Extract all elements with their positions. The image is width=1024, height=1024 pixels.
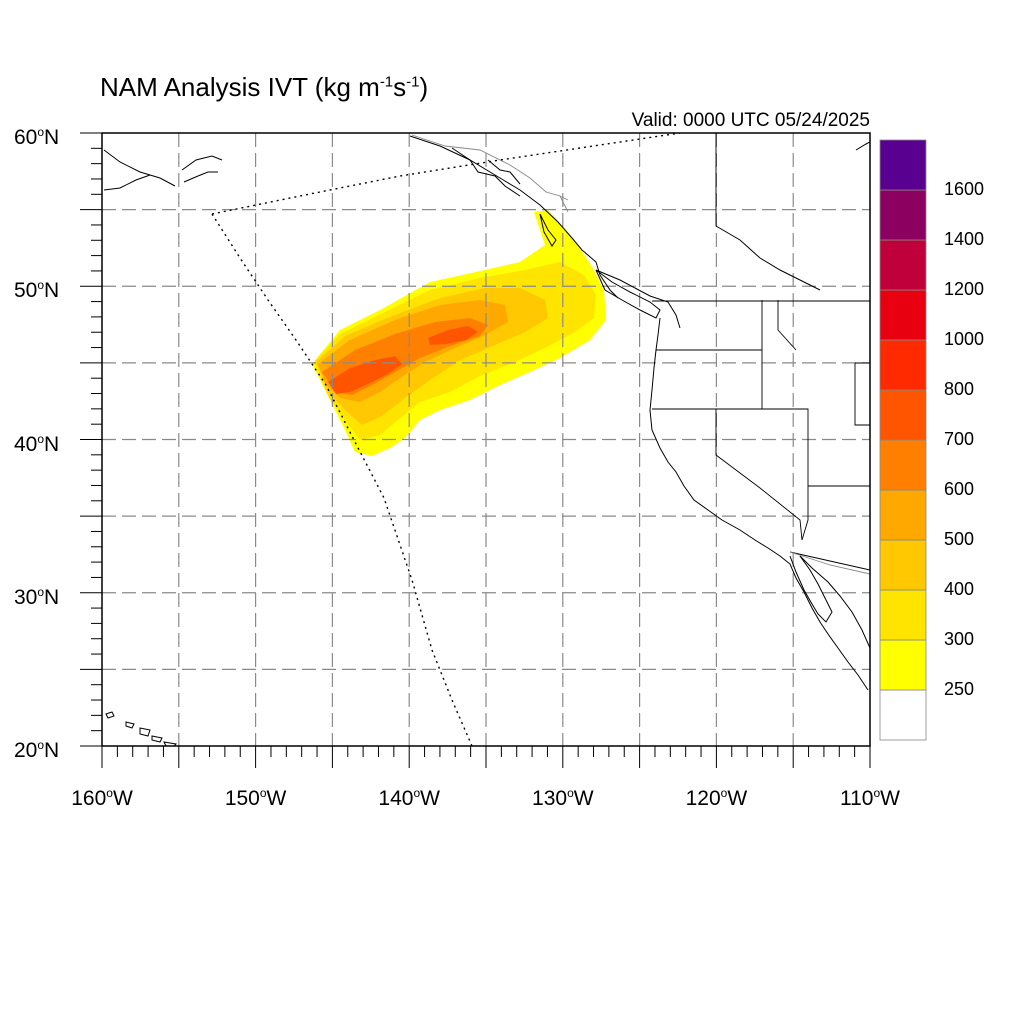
colorbar — [879, 139, 927, 741]
colorbar-label: 500 — [944, 529, 975, 549]
colorbar-swatch — [879, 539, 927, 591]
state-borders — [652, 133, 870, 571]
colorbar-label: 1400 — [944, 229, 985, 249]
colorbar-label: 300 — [944, 629, 975, 649]
lat-label: 20oN — [14, 738, 60, 762]
valid-time: Valid: 0000 UTC 05/24/2025 — [631, 110, 870, 131]
ivt-level-700-core — [428, 326, 478, 345]
lon-label: 150oW — [224, 786, 287, 810]
lon-label: 120oW — [685, 786, 748, 810]
colorbar-label: 800 — [944, 379, 975, 399]
map-title: NAM Analysis IVT (kg m-1s-1) — [100, 72, 429, 102]
lon-label: 110oW — [840, 786, 900, 810]
colorbar-swatch — [879, 639, 927, 691]
colorbar-swatch — [879, 489, 927, 541]
lon-label: 130oW — [532, 786, 594, 810]
colorbar-label: 700 — [944, 429, 975, 449]
lat-label: 40oN — [14, 431, 60, 456]
colorbar-swatch — [879, 289, 927, 341]
colorbar-label: 1000 — [944, 329, 985, 349]
colorbar-label: 1200 — [944, 279, 985, 299]
colorbar-label: 600 — [944, 479, 975, 499]
colorbar-swatch — [879, 589, 927, 641]
colorbar-label: 1600 — [944, 179, 985, 199]
lon-label: 140oW — [378, 786, 440, 810]
ivt-plume — [312, 210, 606, 456]
colorbar-label: 400 — [944, 579, 975, 599]
model-domain-boundary — [211, 133, 681, 746]
colorbar-swatch — [879, 439, 927, 491]
lat-label: 60oN — [14, 125, 60, 149]
lat-label: 50oN — [14, 278, 60, 303]
lat-label: 30oN — [14, 584, 60, 609]
colorbar-swatch — [879, 389, 927, 441]
colorbar-label: 250 — [944, 679, 975, 699]
map-frame — [101, 132, 871, 747]
colorbar-swatch — [879, 189, 927, 241]
country-border — [411, 134, 870, 575]
graticule — [102, 133, 870, 746]
lon-label: 160oW — [71, 786, 133, 810]
colorbar-swatch — [879, 689, 927, 741]
ivt-level-700 — [328, 356, 402, 394]
coastlines — [103, 135, 870, 746]
axis-ticks — [80, 132, 871, 768]
colorbar-swatch — [879, 239, 927, 291]
colorbar-swatch — [879, 139, 927, 191]
colorbar-swatch — [879, 339, 927, 391]
